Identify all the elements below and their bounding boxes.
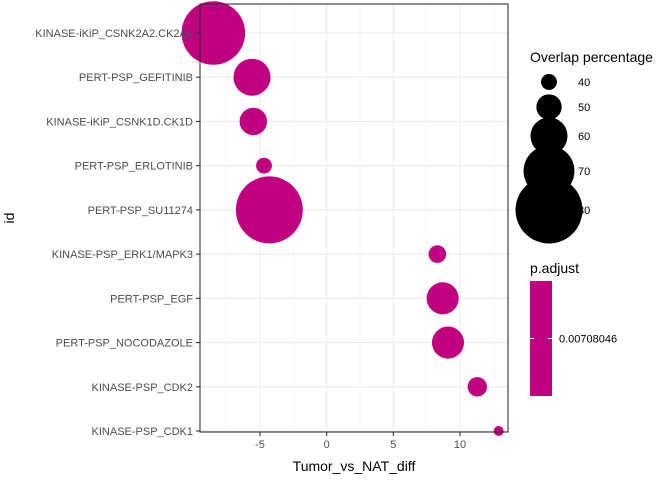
- size-legend: Overlap percentage 40 50 60 70 80: [515, 49, 653, 244]
- size-legend-title: Overlap percentage: [530, 49, 653, 65]
- x-tick-label: 5: [390, 439, 396, 451]
- plot-panel: [181, 1, 509, 436]
- size-legend-label: 50: [578, 102, 590, 114]
- y-tick-label: PERT-PSP_SU11274: [88, 205, 193, 217]
- x-tick-label: 10: [454, 439, 466, 451]
- y-tick-label: KINASE-PSP_ERK1/MAPK3: [52, 249, 193, 261]
- y-tick-label: PERT-PSP_NOCODAZOLE: [56, 338, 193, 350]
- y-tick-label: KINASE-PSP_CDK1: [92, 426, 193, 438]
- data-point: [493, 426, 504, 436]
- y-tick-label: PERT-PSP_ERLOTINIB: [75, 161, 193, 173]
- y-tick-label: PERT-PSP_EGF: [110, 293, 193, 305]
- color-legend-title: p.adjust: [530, 260, 579, 276]
- color-legend-label: 0.00708046: [559, 334, 617, 346]
- size-legend-key: [515, 176, 583, 244]
- size-legend-key: [536, 94, 562, 120]
- data-point: [239, 107, 268, 136]
- y-tick-label: PERT-PSP_GEFITINIB: [79, 72, 193, 84]
- data-point: [235, 176, 303, 244]
- data-point: [181, 1, 246, 65]
- size-legend-key: [541, 74, 557, 90]
- size-legend-label: 70: [578, 166, 590, 178]
- panel-border: [199, 3, 509, 433]
- x-axis: -5 0 5 10: [255, 432, 466, 451]
- x-tick-label: 0: [324, 439, 330, 451]
- y-tick-label: KINASE-iKiP_CSNK1D.CK1D: [46, 116, 193, 128]
- data-point: [233, 58, 271, 96]
- y-tick-label: KINASE-iKiP_CSNK2A2.CK2A2: [35, 28, 193, 40]
- size-legend-label: 60: [578, 131, 590, 143]
- color-legend: p.adjust 0.00708046: [530, 260, 617, 396]
- x-tick-label: -5: [255, 439, 265, 451]
- color-legend-bar: [530, 281, 552, 396]
- size-legend-key: [530, 117, 568, 155]
- data-point: [431, 326, 465, 359]
- data-point: [426, 282, 459, 315]
- data-point: [428, 245, 447, 263]
- y-axis: KINASE-iKiP_CSNK2A2.CK2A2 PERT-PSP_GEFITI…: [35, 28, 200, 438]
- data-point: [256, 157, 272, 174]
- size-legend-label: 80: [578, 205, 590, 217]
- data-point: [467, 377, 488, 397]
- y-tick-label: KINASE-PSP_CDK2: [92, 382, 193, 394]
- x-axis-title: Tumor_vs_NAT_diff: [293, 458, 416, 474]
- size-legend-label: 40: [578, 77, 590, 89]
- y-axis-title: id: [1, 213, 17, 224]
